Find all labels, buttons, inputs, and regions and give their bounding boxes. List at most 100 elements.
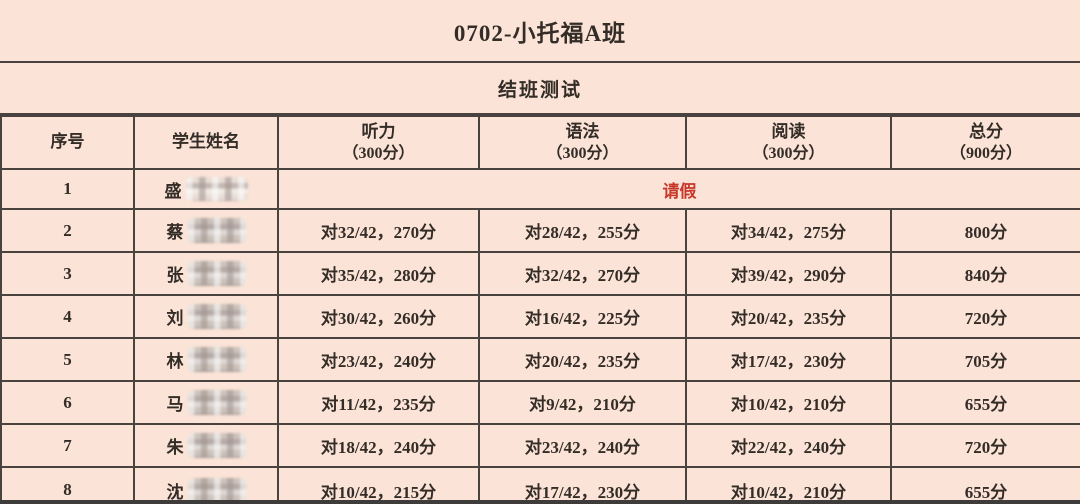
col-header-total: 总分 （900分） xyxy=(890,115,1080,170)
redacted-name-blur xyxy=(187,347,246,372)
cell-student-name: 盛 xyxy=(133,168,279,210)
cell-index: 4 xyxy=(0,294,135,339)
redacted-name-blur xyxy=(187,477,246,503)
cell-index: 8 xyxy=(0,466,135,504)
cell-total-score: 655分 xyxy=(890,380,1080,425)
student-name: 马 xyxy=(167,390,246,415)
cell-listening-score: 对18/42，240分 xyxy=(277,423,480,468)
col-header-total-max: （900分） xyxy=(949,144,1022,162)
table-row: 7 朱 对18/42，240分 对23/42，240分 对22/42，240分 … xyxy=(0,423,1080,468)
col-header-student-name-label: 学生姓名 xyxy=(172,132,240,152)
header-row: 序号 学生姓名 听力 （300分） 语法 （300分） 阅读 （300分） xyxy=(0,115,1080,170)
col-header-grammar-max: （300分） xyxy=(546,144,619,162)
cell-listening-score: 对30/42，260分 xyxy=(277,294,480,339)
cell-total-score: 840分 xyxy=(890,251,1080,296)
cell-grammar-score: 对32/42，270分 xyxy=(478,251,687,296)
redacted-name-blur xyxy=(187,218,246,243)
table-row: 5 林 对23/42，240分 对20/42，235分 对17/42，230分 … xyxy=(0,337,1080,382)
student-name: 朱 xyxy=(167,433,246,458)
redacted-name-blur xyxy=(187,304,246,329)
cell-absent-note: 请假 xyxy=(277,168,1080,210)
cell-total-score: 800分 xyxy=(890,208,1080,253)
col-header-total-label: 总分 xyxy=(969,121,1003,141)
photo-bottom-edge xyxy=(0,500,1080,504)
cell-grammar-score: 对28/42，255分 xyxy=(478,208,687,253)
col-header-grammar: 语法 （300分） xyxy=(478,115,687,170)
cell-reading-score: 对17/42，230分 xyxy=(685,337,892,382)
cell-student-name: 朱 xyxy=(133,423,279,468)
col-header-listening-label: 听力 xyxy=(361,121,396,141)
student-name: 盛 xyxy=(165,177,248,202)
redacted-name-blur xyxy=(187,433,246,458)
cell-student-name: 林 xyxy=(133,337,279,382)
cell-grammar-score: 对20/42，235分 xyxy=(478,337,687,382)
cell-total-score: 655分 xyxy=(890,466,1080,504)
cell-student-name: 沈 xyxy=(133,466,279,504)
redacted-name-blur xyxy=(187,261,246,286)
student-surname: 张 xyxy=(166,266,184,285)
col-header-reading-label: 阅读 xyxy=(771,121,806,141)
col-header-reading: 阅读 （300分） xyxy=(685,115,892,170)
cell-grammar-score: 对9/42，210分 xyxy=(478,380,687,425)
cell-reading-score: 对10/42，210分 xyxy=(685,380,892,425)
table-row: 3 张 对35/42，280分 对32/42，270分 对39/42，290分 … xyxy=(0,251,1080,296)
student-surname: 朱 xyxy=(166,438,184,457)
student-name: 张 xyxy=(167,261,246,286)
table-row: 4 刘 对30/42，260分 对16/42，225分 对20/42，235分 … xyxy=(0,294,1080,339)
cell-grammar-score: 对16/42，225分 xyxy=(478,294,687,339)
student-name: 刘 xyxy=(167,304,246,329)
col-header-reading-max: （300分） xyxy=(752,144,825,162)
col-header-grammar-label: 语法 xyxy=(565,121,600,141)
col-header-listening-max: （300分） xyxy=(342,144,415,162)
student-surname: 沈 xyxy=(166,482,184,502)
table-row: 2 蔡 对32/42，270分 对28/42，255分 对34/42，275分 … xyxy=(0,208,1080,253)
cell-reading-score: 对22/42，240分 xyxy=(685,423,892,468)
cell-listening-score: 对35/42，280分 xyxy=(277,251,480,296)
score-table: 序号 学生姓名 听力 （300分） 语法 （300分） 阅读 （300分） xyxy=(0,115,1080,504)
cell-total-score: 720分 xyxy=(890,294,1080,339)
cell-listening-score: 对11/42，235分 xyxy=(277,380,480,425)
table-row: 8 沈 对10/42，215分 对17/42，230分 对10/42，210分 … xyxy=(0,466,1080,504)
student-surname: 盛 xyxy=(164,181,182,201)
sheet-title-row: 0702-小托福A班 xyxy=(0,0,1080,63)
cell-index: 7 xyxy=(0,423,135,468)
cell-index: 1 xyxy=(0,168,135,210)
section-title: 结班测试 xyxy=(497,79,582,101)
cell-total-score: 705分 xyxy=(890,337,1080,382)
table-row: 1 盛 请假 xyxy=(0,168,1080,210)
cell-student-name: 蔡 xyxy=(133,208,279,253)
cell-index: 3 xyxy=(0,251,135,296)
student-name: 蔡 xyxy=(167,218,246,243)
cell-index: 5 xyxy=(0,337,135,382)
cell-grammar-score: 对23/42，240分 xyxy=(478,423,687,468)
student-surname: 马 xyxy=(166,395,184,414)
cell-listening-score: 对10/42，215分 xyxy=(277,466,480,504)
table-row: 6 马 对11/42，235分 对9/42，210分 对10/42，210分 6… xyxy=(0,380,1080,425)
cell-student-name: 张 xyxy=(133,251,279,296)
redacted-name-blur xyxy=(187,390,246,415)
cell-total-score: 720分 xyxy=(890,423,1080,468)
col-header-student-name: 学生姓名 xyxy=(133,115,279,170)
col-header-index-label: 序号 xyxy=(50,132,85,152)
cell-reading-score: 对10/42，210分 xyxy=(685,466,892,504)
student-name: 沈 xyxy=(166,477,246,503)
cell-reading-score: 对34/42，275分 xyxy=(685,208,892,253)
cell-student-name: 刘 xyxy=(133,294,279,339)
page-title: 0702-小托福A班 xyxy=(453,20,627,46)
col-header-index: 序号 xyxy=(0,115,135,170)
redacted-name-blur xyxy=(185,177,248,201)
cell-reading-score: 对39/42，290分 xyxy=(685,251,892,296)
cell-index: 2 xyxy=(0,208,135,253)
student-surname: 刘 xyxy=(166,309,184,328)
cell-index: 6 xyxy=(0,380,135,425)
student-surname: 林 xyxy=(166,352,184,371)
cell-reading-score: 对20/42，235分 xyxy=(685,294,892,339)
student-surname: 蔡 xyxy=(166,223,184,242)
sheet-subtitle-row: 结班测试 xyxy=(0,63,1080,115)
cell-grammar-score: 对17/42，230分 xyxy=(478,466,687,504)
cell-listening-score: 对23/42，240分 xyxy=(277,337,480,382)
cell-student-name: 马 xyxy=(133,380,279,425)
col-header-listening: 听力 （300分） xyxy=(277,115,480,170)
cell-listening-score: 对32/42，270分 xyxy=(277,208,480,253)
